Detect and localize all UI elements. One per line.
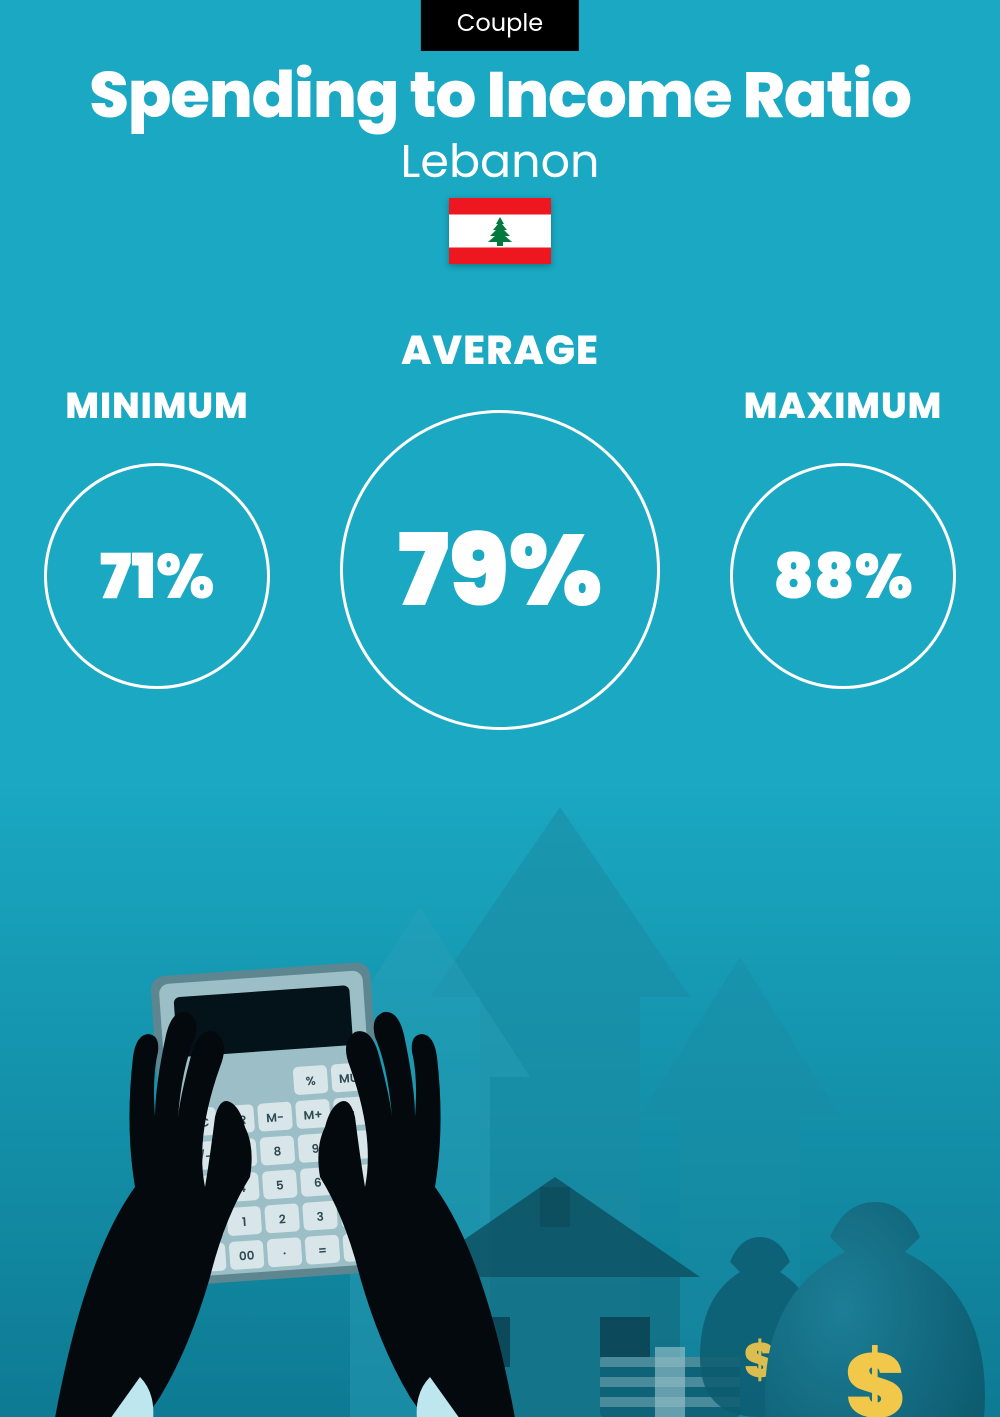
svg-text:%: %	[305, 1073, 316, 1091]
svg-text:00: 00	[238, 1247, 255, 1265]
stats-row: MINIMUM 71% AVERAGE 79% MAXIMUM 88%	[0, 320, 1000, 730]
hands-icon	[20, 1012, 550, 1417]
svg-text:C/A: C/A	[194, 1216, 219, 1235]
stat-maximum-value: 88%	[773, 530, 913, 623]
stat-maximum: MAXIMUM 88%	[730, 378, 956, 689]
category-badge-label: Couple	[457, 7, 543, 40]
svg-text:M+: M+	[303, 1106, 323, 1124]
house-icon	[410, 1177, 700, 1417]
svg-text:►: ►	[198, 1182, 211, 1200]
svg-text:-: -	[352, 1172, 360, 1189]
svg-text:=: =	[318, 1242, 328, 1260]
stat-minimum-circle: 71%	[44, 463, 270, 689]
stat-minimum-value: 71%	[100, 530, 215, 623]
illustration: $ $ %MUMCMRM-M+÷+/-789×►456-C/A123+000·=	[0, 717, 1000, 1417]
infographic-canvas: Couple Spending to Income Ratio Lebanon …	[0, 0, 1000, 1417]
svg-text:+/-: +/-	[191, 1148, 213, 1166]
svg-text:MR: MR	[227, 1112, 247, 1130]
calculator-icon: %MUMCMRM-M+÷+/-789×►456-C/A123+000·=	[150, 962, 391, 1287]
stat-maximum-label: MAXIMUM	[744, 378, 942, 433]
svg-text:3: 3	[316, 1208, 324, 1225]
stat-maximum-circle: 88%	[730, 463, 956, 689]
svg-text:MC: MC	[189, 1114, 210, 1132]
arrow-icon	[310, 807, 840, 1417]
svg-text:0: 0	[204, 1250, 213, 1268]
country-subtitle: Lebanon	[0, 128, 1000, 197]
svg-text:$: $	[845, 1322, 905, 1417]
svg-text:$: $	[744, 1327, 776, 1394]
svg-text:8: 8	[273, 1143, 282, 1161]
stat-average: AVERAGE 79%	[340, 320, 660, 730]
svg-text:÷: ÷	[346, 1104, 355, 1122]
stat-minimum-label: MINIMUM	[65, 378, 248, 433]
category-badge: Couple	[421, 0, 579, 51]
svg-text:6: 6	[313, 1175, 322, 1192]
stat-average-circle: 79%	[340, 410, 660, 730]
svg-text:+: +	[353, 1206, 362, 1224]
stat-minimum: MINIMUM 71%	[44, 378, 270, 689]
svg-text:·: ·	[282, 1245, 286, 1262]
svg-text:9: 9	[311, 1141, 320, 1158]
cash-icon	[600, 1347, 740, 1417]
svg-text:MU: MU	[338, 1070, 358, 1088]
flag-icon	[449, 198, 551, 264]
money-bag-small-icon: $	[700, 1237, 820, 1417]
svg-text:5: 5	[275, 1177, 284, 1195]
money-bag-icon: $	[765, 1202, 985, 1417]
svg-text:1: 1	[242, 1214, 248, 1231]
svg-text:4: 4	[237, 1180, 246, 1198]
svg-text:7: 7	[236, 1146, 244, 1163]
stat-average-label: AVERAGE	[401, 320, 599, 380]
svg-text:×: ×	[349, 1138, 358, 1156]
svg-text:2: 2	[278, 1211, 286, 1228]
stat-average-value: 79%	[398, 495, 603, 645]
svg-text:M-: M-	[266, 1109, 285, 1127]
